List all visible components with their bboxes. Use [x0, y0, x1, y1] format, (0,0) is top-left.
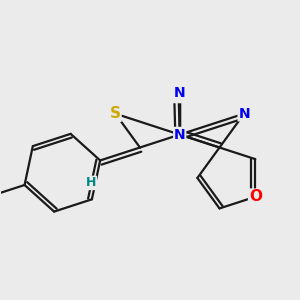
Text: O: O	[172, 87, 185, 102]
Text: S: S	[110, 106, 121, 121]
Text: H: H	[86, 176, 96, 189]
Text: O: O	[249, 189, 262, 204]
Text: N: N	[174, 86, 185, 100]
Text: N: N	[238, 107, 250, 121]
Text: N: N	[174, 128, 185, 142]
